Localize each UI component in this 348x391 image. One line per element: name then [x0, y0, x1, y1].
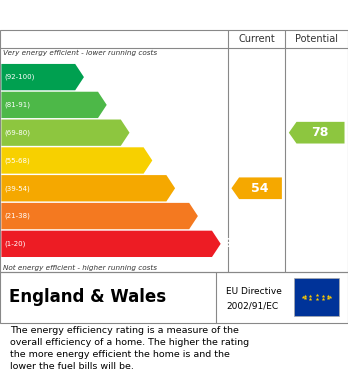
Polygon shape — [1, 120, 129, 146]
Text: Not energy efficient - higher running costs: Not energy efficient - higher running co… — [3, 264, 158, 271]
Text: (1-20): (1-20) — [4, 240, 25, 247]
Text: 2002/91/EC: 2002/91/EC — [226, 301, 278, 310]
Text: D: D — [153, 154, 163, 167]
Text: (55-68): (55-68) — [4, 157, 30, 164]
Text: Potential: Potential — [295, 34, 338, 44]
Text: (69-80): (69-80) — [4, 129, 30, 136]
Text: E: E — [176, 182, 184, 195]
Text: (81-91): (81-91) — [4, 102, 30, 108]
Polygon shape — [1, 147, 152, 174]
Polygon shape — [1, 203, 198, 229]
Bar — [294, 278, 339, 316]
Polygon shape — [1, 231, 221, 257]
Text: C: C — [130, 126, 139, 139]
Polygon shape — [1, 92, 107, 118]
Text: (92-100): (92-100) — [4, 74, 34, 81]
Text: The energy efficiency rating is a measure of the
overall efficiency of a home. T: The energy efficiency rating is a measur… — [10, 326, 250, 371]
Text: B: B — [108, 99, 117, 111]
Text: Very energy efficient - lower running costs: Very energy efficient - lower running co… — [3, 49, 158, 56]
Text: A: A — [85, 71, 94, 84]
Polygon shape — [231, 178, 282, 199]
Text: Energy Efficiency Rating: Energy Efficiency Rating — [9, 7, 211, 23]
Polygon shape — [1, 64, 84, 90]
Polygon shape — [1, 175, 175, 201]
Text: (39-54): (39-54) — [4, 185, 30, 192]
Text: Current: Current — [238, 34, 275, 44]
Text: (21-38): (21-38) — [4, 213, 30, 219]
Text: England & Wales: England & Wales — [9, 288, 166, 306]
Text: 78: 78 — [311, 126, 329, 139]
Text: EU Directive: EU Directive — [226, 287, 282, 296]
Polygon shape — [289, 122, 345, 143]
Text: F: F — [199, 210, 207, 222]
Text: 54: 54 — [251, 182, 269, 195]
Text: G: G — [221, 237, 232, 250]
